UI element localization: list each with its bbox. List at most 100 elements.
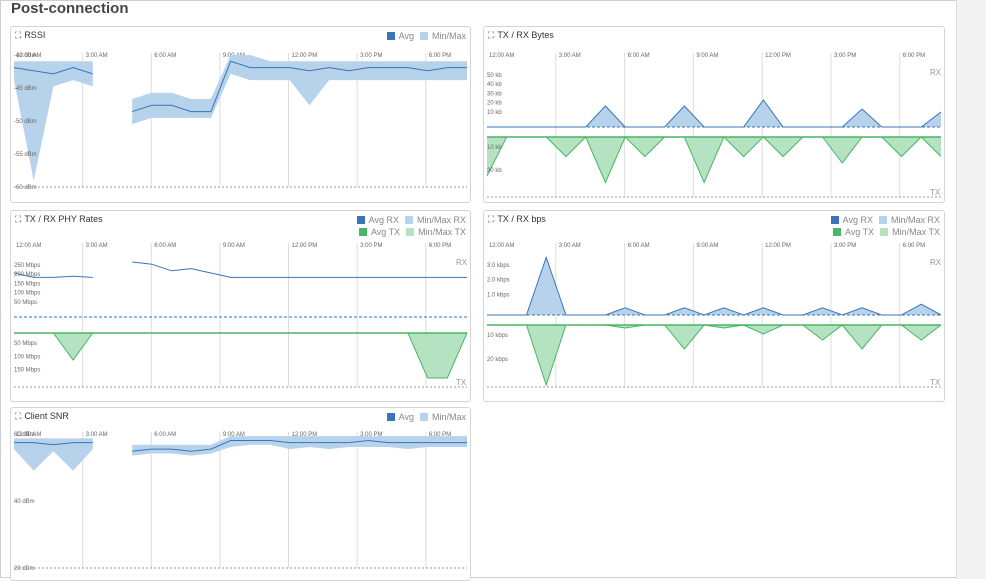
- rx-line: [132, 261, 467, 278]
- legend-item-minmax-tx[interactable]: Min/Max TX: [880, 226, 940, 238]
- time-tick-label: 12:00 PM: [765, 53, 791, 59]
- time-tick-label: 6:00 PM: [429, 432, 451, 438]
- expand-icon[interactable]: ⛶: [15, 213, 22, 224]
- legend-item-minmax-rx[interactable]: Min/Max RX: [878, 214, 940, 226]
- expand-icon[interactable]: ⛶: [15, 410, 22, 421]
- phy-header: ⛶ TX / RX PHY Rates: [15, 214, 103, 224]
- time-tick-label: 3:00 AM: [86, 243, 108, 249]
- tx-area: [132, 333, 467, 378]
- time-tick-label: 6:00 AM: [154, 243, 176, 249]
- bytes-header: ⛶ TX / RX Bytes: [488, 30, 554, 40]
- time-tick-label: 9:00 AM: [696, 53, 718, 59]
- y-tick-label: 150 Mbps: [14, 281, 40, 287]
- y-tick-label: -40 dBm: [14, 53, 37, 59]
- time-tick-label: 3:00 AM: [86, 432, 108, 438]
- series-minmax-band: [132, 55, 467, 125]
- y-tick-label: 250 Mbps: [14, 263, 40, 269]
- expand-icon[interactable]: ⛶: [15, 29, 22, 40]
- legend-item-avg[interactable]: Avg: [386, 30, 414, 42]
- y-tick-label: 1.0 kbps: [487, 292, 510, 298]
- legend-item-minmax-rx[interactable]: Min/Max RX: [404, 214, 466, 226]
- y-tick-label: 200 Mbps: [14, 272, 40, 278]
- legend-item-avg-rx[interactable]: Avg RX: [356, 214, 399, 226]
- phy-panel: 12:00 AM 3:00 AM 6:00 AM 9:00 AM 12:00 PM 3:0…: [10, 210, 471, 402]
- time-tick-label: 12:00 PM: [765, 243, 791, 249]
- legend-item-avg-tx[interactable]: Avg TX: [358, 226, 400, 238]
- snr-panel: 12:00 AM 3:00 AM 6:00 AM 9:00 AM 12:00 PM 3:0…: [10, 407, 471, 581]
- panel-title: TX / RX bps: [497, 214, 546, 224]
- panel-title: RSSI: [24, 30, 46, 40]
- rssi-legend: Avg Min/Max: [386, 30, 466, 42]
- time-tick-label: 12:00 AM: [489, 53, 514, 59]
- y-tick-label: -50 dBm: [14, 119, 37, 125]
- y-tick-label: 100 Mbps: [14, 354, 40, 360]
- series-avg-line: [132, 439, 467, 452]
- series-minmax-band: [14, 61, 93, 181]
- time-tick-label: 3:00 PM: [360, 243, 382, 249]
- legend-item-minmax-tx[interactable]: Min/Max TX: [406, 226, 466, 238]
- legend-item-avg-tx[interactable]: Avg TX: [832, 226, 874, 238]
- time-tick-label: 9:00 AM: [696, 243, 718, 249]
- series-avg-line: [13, 67, 93, 75]
- y-tick-label: 60 dBm: [14, 432, 35, 438]
- time-tick-label: 9:00 AM: [223, 432, 245, 438]
- y-tick-label: 40 dBm: [14, 499, 35, 505]
- rssi-header: ⛶ RSSI: [15, 30, 45, 40]
- bytes-panel: 12:00 AM 3:00 AM 6:00 AM 9:00 AM 12:00 PM 3:0…: [483, 26, 945, 203]
- y-tick-label: 30 kb: [487, 91, 502, 97]
- rx-area: [487, 257, 941, 315]
- phy-chart: 12:00 AM 3:00 AM 6:00 AM 9:00 AM 12:00 PM 3:0…: [13, 243, 468, 388]
- time-tick-label: 6:00 PM: [903, 243, 925, 249]
- y-tick-label: 20 kb: [487, 101, 502, 107]
- time-tick-label: 12:00 AM: [489, 243, 514, 249]
- tx-area: [487, 325, 941, 385]
- bps-chart: 12:00 AM 3:00 AM 6:00 AM 9:00 AM 12:00 PM 3:0…: [487, 243, 942, 388]
- snr-header: ⛶ Client SNR: [15, 411, 69, 421]
- bytes-chart: 12:00 AM 3:00 AM 6:00 AM 9:00 AM 12:00 PM 3:0…: [486, 53, 942, 198]
- snr-chart: 12:00 AM 3:00 AM 6:00 AM 9:00 AM 12:00 PM 3:0…: [14, 432, 467, 572]
- time-tick-label: 6:00 AM: [628, 53, 650, 59]
- y-tick-label: 40 kb: [487, 82, 502, 88]
- legend-item-minmax[interactable]: Min/Max: [419, 30, 466, 42]
- y-tick-label: -55 dBm: [14, 152, 37, 158]
- legend-item-minmax[interactable]: Min/Max: [419, 411, 466, 423]
- time-tick-label: 12:00 PM: [292, 53, 318, 59]
- bps-header: ⛶ TX / RX bps: [488, 214, 546, 224]
- right-sidebar: [956, 0, 986, 579]
- expand-icon[interactable]: ⛶: [488, 213, 495, 224]
- y-tick-label: 30 kb: [487, 168, 502, 174]
- y-tick-label: 150 Mbps: [14, 368, 40, 374]
- time-tick-label: 3:00 PM: [360, 53, 382, 59]
- bps-legend: Avg RX Min/Max RX Avg TX Min/Max TX: [830, 214, 940, 238]
- y-tick-label: -60 dBm: [14, 185, 37, 191]
- expand-icon[interactable]: ⛶: [488, 29, 495, 40]
- y-tick-label: -45 dBm: [14, 86, 37, 92]
- y-tick-label: 50 Mbps: [14, 300, 37, 306]
- y-tick-label: 10 kb: [487, 110, 502, 116]
- series-avg-line: [132, 60, 467, 113]
- tx-area: [14, 333, 93, 360]
- legend-item-avg-rx[interactable]: Avg RX: [830, 214, 873, 226]
- legend-item-avg[interactable]: Avg: [386, 411, 414, 423]
- time-tick-label: 12:00 PM: [292, 432, 318, 438]
- time-tick-label: 6:00 AM: [154, 432, 176, 438]
- panel-title: TX / RX Bytes: [497, 30, 554, 40]
- y-tick-label: 50 kb: [487, 73, 502, 79]
- time-tick-label: 3:00 PM: [834, 243, 856, 249]
- time-tick-label: 3:00 AM: [559, 53, 581, 59]
- y-tick-label: 3.0 kbps: [487, 263, 510, 269]
- y-tick-label: 20 kbps: [487, 357, 508, 363]
- series-minmax-band: [14, 438, 93, 471]
- time-tick-label: 6:00 PM: [429, 53, 451, 59]
- series-avg-line: [14, 442, 93, 446]
- y-tick-label: 2.0 kbps: [487, 278, 510, 284]
- time-tick-label: 12:00 PM: [292, 243, 318, 249]
- tx-line: [487, 324, 942, 387]
- bps-panel: 12:00 AM 3:00 AM 6:00 AM 9:00 AM 12:00 PM 3:0…: [483, 210, 945, 402]
- time-tick-label: 6:00 PM: [903, 53, 925, 59]
- tx-label: TX: [930, 188, 941, 197]
- time-tick-label: 6:00 AM: [154, 53, 176, 59]
- time-tick-label: 9:00 AM: [223, 243, 245, 249]
